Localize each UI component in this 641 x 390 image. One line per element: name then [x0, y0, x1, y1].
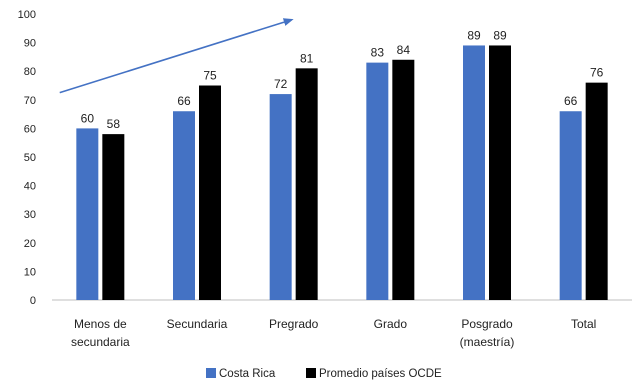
bar-value-label: 89: [493, 28, 507, 42]
bar-value-label: 66: [177, 94, 191, 108]
bar-value-label: 83: [371, 46, 385, 60]
x-category-label: Pregrado: [269, 317, 319, 331]
y-tick-label: 70: [24, 95, 36, 107]
bar-value-label: 75: [203, 69, 217, 83]
y-tick-label: 60: [24, 123, 36, 135]
legend-swatch: [306, 368, 316, 378]
legend-swatch: [206, 368, 216, 378]
y-tick-label: 0: [30, 295, 36, 307]
bar-costa-rica: [269, 94, 292, 300]
bar-value-label: 58: [107, 117, 121, 131]
bar-ocde: [392, 59, 415, 301]
y-tick-label: 50: [24, 152, 36, 164]
bar-value-label: 76: [590, 66, 604, 80]
x-category-label: Posgrado: [461, 317, 513, 331]
x-category-label: Grado: [374, 317, 408, 331]
x-category-label: Secundaria: [167, 317, 228, 331]
bar-value-label: 89: [467, 28, 481, 42]
data-labels: 60 66 72 83 89 66 58 75 81 84 89 76: [81, 28, 604, 131]
annotations: [59, 18, 294, 94]
bar-costa-rica: [559, 111, 582, 301]
x-category-label: Total: [571, 317, 596, 331]
y-tick-label: 10: [24, 266, 36, 278]
legend: Costa Rica Promedio países OCDE: [206, 368, 442, 380]
bar-ocde: [102, 134, 125, 300]
legend-label: Promedio países OCDE: [319, 368, 442, 380]
y-tick-label: 90: [24, 38, 36, 50]
legend-label: Costa Rica: [219, 368, 276, 380]
y-axis: 0 10 20 30 40 50 60 70 80 90 100: [18, 9, 36, 307]
bar-value-label: 60: [81, 111, 95, 125]
bar-costa-rica: [173, 111, 195, 301]
bar-ocde: [295, 68, 318, 300]
bars: [76, 45, 608, 301]
bar-value-label: 84: [397, 43, 411, 57]
bar-ocde: [199, 85, 221, 300]
y-tick-label: 20: [24, 238, 36, 250]
y-tick-label: 30: [24, 209, 36, 221]
bar-costa-rica: [366, 62, 389, 301]
trend-arrow: [59, 18, 294, 94]
bar-ocde: [585, 82, 608, 300]
x-axis: Menos de secundaria Secundaria Pregrado Grad…: [52, 299, 632, 349]
bar-value-label: 81: [300, 51, 314, 65]
y-tick-label: 100: [18, 9, 36, 21]
bar-costa-rica: [463, 45, 485, 301]
x-category-label: secundaria: [71, 335, 130, 349]
x-category-label: Menos de: [74, 317, 127, 331]
bar-value-label: 66: [564, 94, 578, 108]
x-category-label: (maestría): [460, 335, 515, 349]
bar-value-label: 72: [274, 77, 288, 91]
y-tick-label: 80: [24, 66, 36, 78]
bar-costa-rica: [76, 128, 99, 300]
bar-ocde: [489, 45, 511, 301]
y-tick-label: 40: [24, 181, 36, 193]
